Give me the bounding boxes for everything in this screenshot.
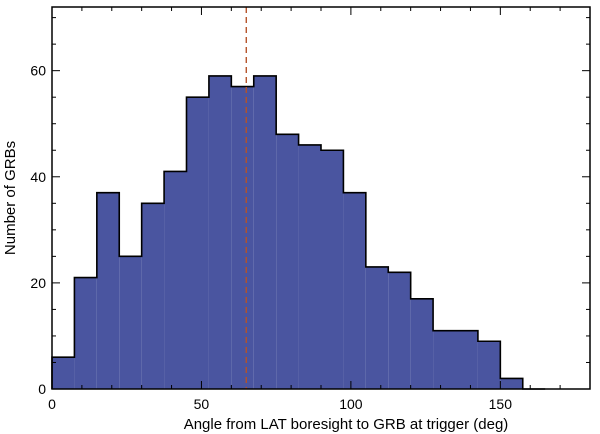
histogram-step-outline: [51, 75, 546, 390]
histogram-bar: [164, 171, 187, 389]
histogram-bar: [477, 341, 501, 389]
histogram-bar: [410, 298, 434, 389]
histogram-bar: [276, 134, 299, 389]
histogram-bar: [321, 150, 344, 389]
histogram-bar: [208, 75, 232, 389]
y-axis-label: Number of GRBs: [2, 141, 19, 255]
y-tick-label: 0: [38, 381, 46, 397]
x-axis-label: Angle from LAT boresight to GRB at trigg…: [184, 416, 509, 433]
histogram-bar: [74, 277, 97, 389]
histogram-bar: [231, 86, 254, 389]
x-tick-label: 150: [489, 396, 513, 412]
histogram-bar: [119, 256, 142, 389]
histogram-bar: [141, 203, 165, 389]
histogram-bar: [253, 75, 277, 389]
histogram-bars: [52, 75, 523, 389]
histogram-bar: [500, 378, 523, 389]
histogram-bar: [365, 266, 389, 389]
histogram-outline: [51, 75, 546, 390]
x-tick-label: 0: [48, 396, 56, 412]
x-tick-label: 50: [194, 396, 210, 412]
x-axis-ticks: 0 50 100 150: [48, 7, 591, 412]
histogram-bar: [186, 97, 209, 389]
histogram-bar: [52, 357, 75, 389]
histogram-bar: [433, 330, 456, 389]
histogram-bar: [343, 192, 366, 389]
y-tick-label: 60: [30, 63, 46, 79]
histogram-bar: [388, 272, 411, 389]
y-tick-label: 20: [30, 275, 46, 291]
histogram-bar: [298, 144, 321, 389]
histogram-bar: [96, 192, 120, 389]
x-tick-label: 100: [339, 396, 363, 412]
y-tick-label: 40: [30, 169, 46, 185]
y-axis-ticks: 0 20 40 60: [30, 17, 590, 397]
histogram-bar: [455, 330, 478, 389]
